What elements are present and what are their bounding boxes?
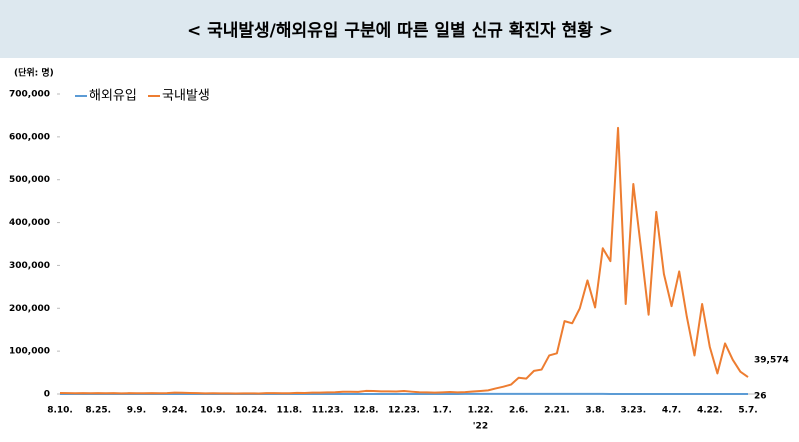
x-tick-label: 12.23. [388,406,420,416]
y-tick-label: 600,000 [9,132,50,142]
x-tick-label: 4.7. [662,406,681,416]
x-tick-label: 2.6. [509,406,528,416]
unit-label: (단위: 명) [14,67,54,79]
x-tick-label: 10.24. [235,406,267,416]
x-tick-label: 1.7. [433,406,452,416]
x-tick-label: 8.10. [47,406,73,416]
y-tick-label: 400,000 [9,218,50,228]
y-tick-label: 700,000 [9,90,50,100]
title-banner [0,0,799,58]
y-tick-label: 200,000 [9,304,50,314]
x-tick-label: 5.7. [738,406,757,416]
x-tick-label: 11.8. [277,406,303,416]
x-tick-label: 9.24. [162,406,188,416]
x-tick-label: 4.22. [697,406,723,416]
x-tick-label: 9.9. [127,406,146,416]
series-line [59,126,749,395]
y-tick-label: 300,000 [9,261,50,271]
y-tick-label: 100,000 [9,347,50,357]
x-tick-label: 11.23. [312,406,344,416]
x-tick-label: 2.21. [544,406,570,416]
x-tick-label: 12.8. [353,406,379,416]
x-tick-label: 3.23. [621,406,647,416]
x-tick-label: 3.8. [585,406,604,416]
year-label: '22 [473,422,488,432]
y-tick-label: 500,000 [9,175,50,185]
x-tick-label: 8.25. [85,406,111,416]
value-label: 39,574 [754,356,789,366]
x-tick-label: 10.9. [200,406,226,416]
legend-label: 해외유입 [89,89,137,104]
x-tick-label: 1.22. [468,406,494,416]
y-tick-label: 0 [44,390,50,400]
legend-label: 국내발생 [162,89,210,104]
value-label: 26 [754,391,767,401]
chart-title: < 국내발생/해외유입 구분에 따른 일별 신규 확진자 현황 > [187,21,613,41]
